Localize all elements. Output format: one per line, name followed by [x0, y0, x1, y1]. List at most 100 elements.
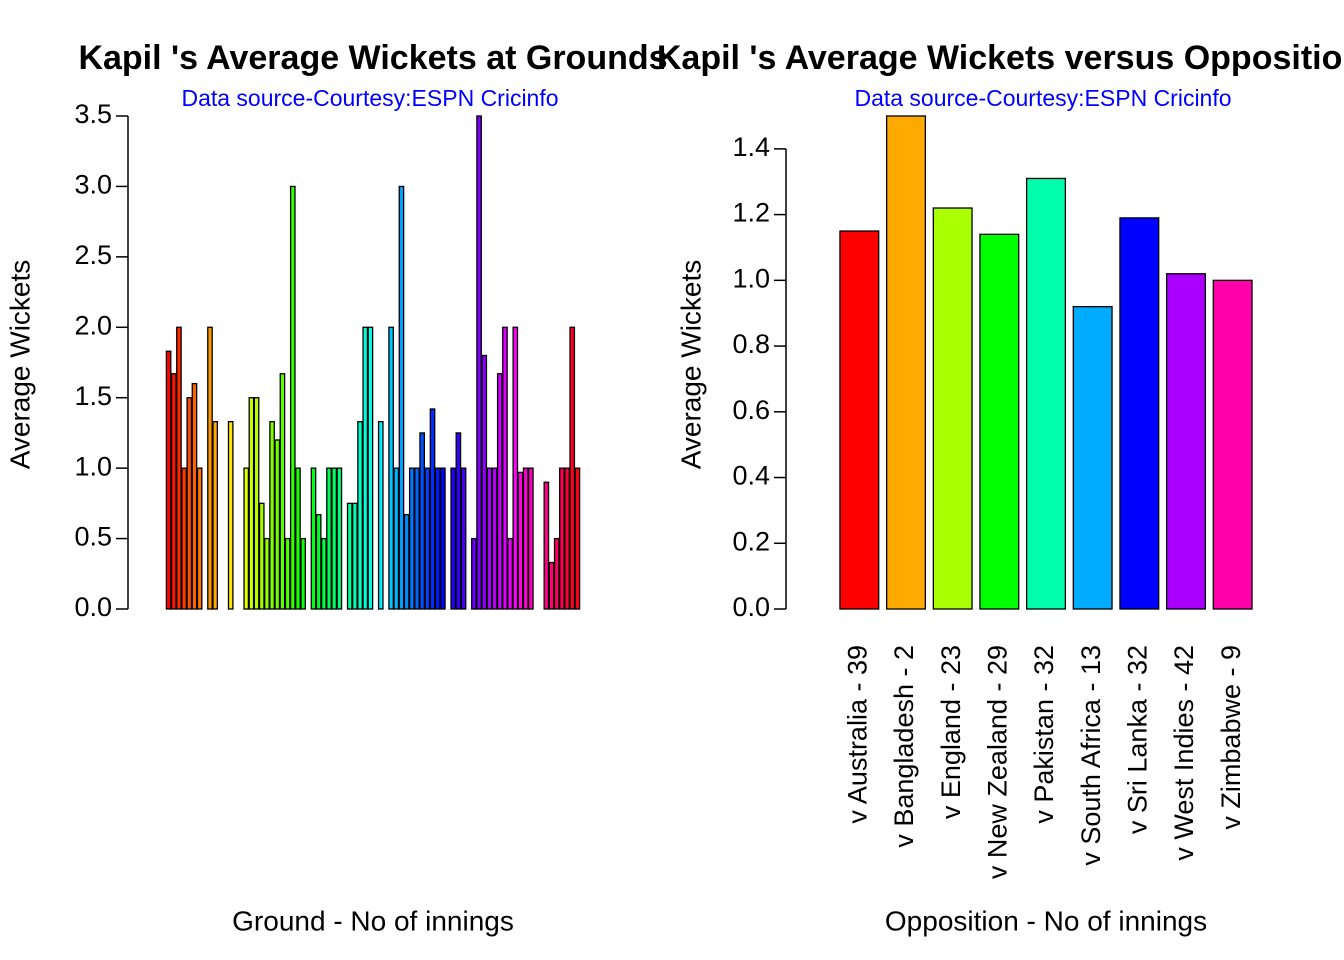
bar	[440, 467, 446, 610]
y-tick-label: 0.2	[732, 526, 770, 556]
bar	[248, 397, 255, 610]
bar	[486, 467, 493, 610]
x-tick-label: v Bangladesh - 2	[889, 645, 919, 848]
y-tick-label: 0.4	[732, 461, 770, 491]
chart-title: Kapil 's Average Wickets at Grounds	[78, 39, 667, 77]
bar	[885, 115, 927, 610]
bar	[507, 537, 513, 610]
bar	[346, 502, 353, 610]
bar	[476, 115, 482, 610]
bar	[181, 467, 187, 610]
bar	[310, 467, 317, 610]
bar	[326, 467, 332, 610]
y-tick-label: 0.6	[732, 395, 770, 425]
bar	[367, 326, 374, 610]
bar	[553, 537, 560, 610]
bar	[320, 537, 327, 610]
bar	[1212, 279, 1253, 610]
y-tick-label: 3.5	[74, 99, 112, 129]
bar	[1025, 177, 1067, 610]
bar	[408, 467, 415, 610]
bar	[274, 439, 281, 610]
bar	[212, 421, 219, 610]
y-tick-label: 1.4	[732, 132, 770, 162]
y-tick-label: 1.5	[74, 381, 112, 411]
x-tick-label: v South Africa - 13	[1076, 645, 1106, 866]
bar	[434, 467, 441, 610]
y-tick-label: 1.0	[74, 451, 112, 481]
bar	[839, 230, 880, 610]
bar	[258, 502, 265, 610]
bar	[170, 373, 177, 610]
bar	[207, 326, 213, 610]
bar	[227, 421, 234, 610]
bar	[496, 373, 503, 610]
bar	[295, 467, 301, 610]
bar	[165, 350, 172, 610]
x-tick-label: v Pakistan - 32	[1029, 645, 1059, 824]
bar	[243, 467, 250, 610]
bar	[559, 467, 565, 610]
bar	[481, 354, 488, 610]
bar	[289, 185, 296, 610]
x-tick-label: v Zimbabwe - 9	[1216, 645, 1246, 830]
bar	[414, 467, 420, 610]
bar	[196, 467, 203, 610]
bar	[979, 233, 1020, 610]
bar	[548, 561, 555, 610]
bar	[471, 537, 477, 610]
bar	[429, 408, 436, 610]
bar	[186, 397, 193, 610]
bar	[269, 421, 275, 610]
bar	[331, 467, 338, 610]
bar	[455, 432, 462, 610]
chart-subtitle: Data source-Courtesy:ESPN Cricinfo	[854, 85, 1231, 111]
bar	[336, 467, 343, 610]
bar	[460, 467, 467, 610]
bar	[253, 397, 260, 610]
bar	[284, 537, 291, 610]
y-tick-label: 2.0	[74, 310, 112, 340]
bar	[1119, 217, 1160, 610]
bar	[450, 467, 457, 610]
bar	[352, 502, 358, 610]
y-tick-label: 0.0	[74, 592, 112, 622]
x-tick-label: v West Indies - 42	[1169, 645, 1199, 861]
bar	[279, 373, 286, 610]
y-tick-label: 1.2	[732, 198, 770, 228]
bar	[517, 471, 524, 610]
bar	[403, 513, 410, 610]
bar	[191, 382, 198, 610]
y-tick-label: 0.8	[732, 329, 770, 359]
bar	[543, 481, 550, 610]
y-tick-label: 1.0	[732, 263, 770, 293]
x-axis-label: Opposition - No of innings	[885, 905, 1207, 936]
bar	[569, 326, 576, 610]
bar	[932, 207, 973, 610]
bar	[522, 467, 529, 610]
bar	[264, 537, 270, 610]
bar	[512, 326, 519, 610]
y-axis-label: Average Wickets	[675, 260, 706, 470]
bar	[564, 467, 570, 610]
y-tick-label: 2.5	[74, 240, 112, 270]
bar	[315, 513, 322, 610]
bar	[419, 432, 426, 610]
y-tick-label: 3.0	[74, 170, 112, 200]
bar	[398, 185, 405, 610]
x-axis-label: Ground - No of innings	[232, 905, 514, 936]
bar	[1165, 273, 1207, 610]
bar	[1072, 305, 1113, 610]
bar	[574, 467, 581, 610]
x-tick-label: v New Zealand - 29	[982, 645, 1012, 879]
x-tick-label: v Australia - 39	[842, 645, 872, 824]
bar	[502, 326, 508, 610]
bar	[527, 467, 534, 610]
bar	[491, 467, 498, 610]
bar	[357, 421, 363, 610]
bar	[393, 467, 400, 610]
y-tick-label: 0.0	[732, 592, 770, 622]
bar	[388, 326, 394, 610]
bar	[424, 467, 431, 610]
chart-subtitle: Data source-Courtesy:ESPN Cricinfo	[181, 85, 558, 111]
